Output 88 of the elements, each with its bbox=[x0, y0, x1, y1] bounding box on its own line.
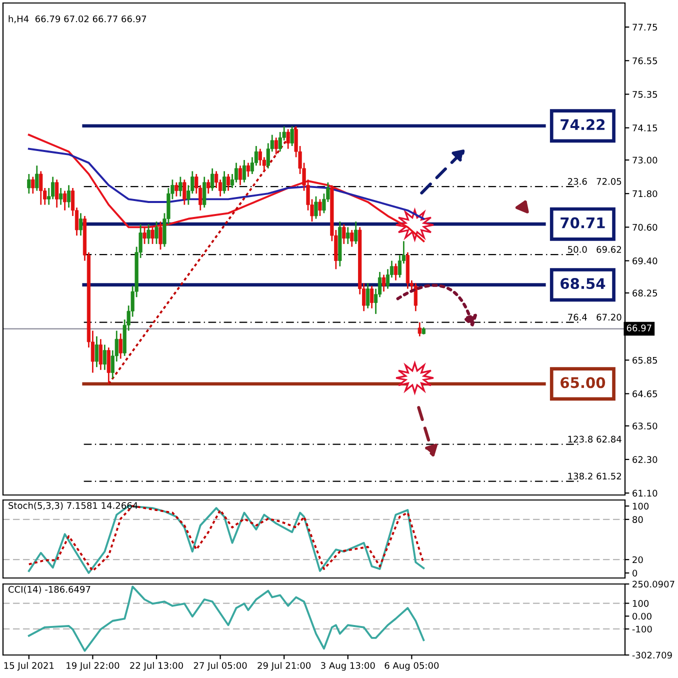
x-tick-label: 27 Jul 05:00 bbox=[194, 662, 247, 671]
y-tick-label: 73.00 bbox=[632, 156, 658, 164]
y-tick-label: 74.15 bbox=[632, 124, 657, 132]
x-tick-label: 3 Aug 13:00 bbox=[321, 662, 375, 671]
candlestick bbox=[318, 198, 322, 217]
text: h,H4 66.79 67.02 66.77 66.97 bbox=[8, 15, 146, 24]
y-tick-label: 65.85 bbox=[632, 356, 657, 364]
candlestick bbox=[59, 187, 63, 206]
candlestick bbox=[31, 176, 35, 194]
ref-line-label: 123.8 62.84 bbox=[568, 436, 622, 443]
y-tick-label: 62.30 bbox=[632, 456, 658, 464]
candlestick bbox=[94, 336, 99, 368]
ref-line-label: 138.2 61.52 bbox=[568, 472, 621, 480]
y-tick-label: 77.75 bbox=[632, 24, 657, 31]
x-tick-label: 6 Aug 05:00 bbox=[384, 662, 439, 671]
candlestick bbox=[150, 226, 154, 245]
candlestick bbox=[39, 170, 43, 206]
candlestick bbox=[106, 346, 110, 385]
x-tick-label: 19 Jul 22:00 bbox=[66, 662, 120, 671]
y-tick-label: 71.80 bbox=[632, 190, 658, 198]
y-tick-label: 20 bbox=[632, 556, 643, 564]
ref-line-label: 50.0 69.62 bbox=[568, 246, 621, 253]
y-tick-label: 64.65 bbox=[632, 390, 657, 398]
candlestick bbox=[354, 220, 358, 245]
chart-title: Stoch(5,3,3) 7.1581 14.2664 bbox=[8, 502, 138, 510]
y-tick-label: 250.0907 bbox=[632, 580, 674, 588]
candlestick bbox=[314, 196, 318, 220]
ref-line-label: 68.54 bbox=[560, 278, 606, 290]
candlestick bbox=[222, 170, 226, 194]
candlestick bbox=[290, 126, 294, 147]
candlestick bbox=[210, 168, 214, 192]
candlestick bbox=[35, 164, 39, 192]
candlestick bbox=[226, 173, 230, 192]
candlestick bbox=[274, 136, 278, 156]
y-tick-label: 100 bbox=[632, 502, 649, 510]
candlestick bbox=[182, 178, 186, 206]
annotation: 66.97 bbox=[626, 324, 652, 332]
x-tick-label: 22 Jul 13:00 bbox=[130, 662, 183, 671]
ref-line-label: 65.00 bbox=[560, 377, 606, 388]
y-tick-label: -302.709 bbox=[632, 652, 672, 659]
candlestick bbox=[118, 332, 122, 360]
candlestick bbox=[242, 159, 246, 184]
candlestick bbox=[102, 344, 106, 371]
candlestick bbox=[154, 220, 158, 245]
y-tick-label: 80 bbox=[632, 516, 643, 523]
candlestick bbox=[78, 212, 83, 236]
candlestick bbox=[62, 190, 67, 212]
candlestick bbox=[146, 224, 150, 245]
candlestick bbox=[382, 274, 386, 292]
chart-title: CCI(14) -186.6497 bbox=[8, 586, 90, 594]
candlestick bbox=[238, 164, 242, 186]
x-tick-label: 29 Jul 21:00 bbox=[258, 662, 311, 671]
y-tick-label: 68.25 bbox=[632, 290, 657, 296]
y-tick-label: 76.55 bbox=[632, 57, 657, 64]
candlestick bbox=[370, 285, 374, 310]
x-tick-label: 15 Jul 2021 bbox=[4, 662, 54, 671]
y-tick-label: -100 bbox=[632, 626, 652, 633]
y-tick-label: 70.60 bbox=[632, 224, 658, 231]
candlestick bbox=[342, 224, 346, 245]
ref-line-label: 74.22 bbox=[560, 119, 604, 130]
candlestick bbox=[66, 184, 71, 208]
ref-line-label: 70.71 bbox=[560, 217, 605, 228]
candlestick bbox=[27, 173, 31, 194]
candlestick bbox=[366, 282, 370, 310]
y-tick-label: 63.50 bbox=[632, 422, 658, 430]
candlestick bbox=[178, 176, 182, 198]
candlestick bbox=[174, 182, 178, 198]
candlestick bbox=[142, 226, 146, 245]
y-tick-label: 0 bbox=[632, 570, 638, 577]
y-tick-label: 75.35 bbox=[632, 90, 657, 98]
y-tick-label: 100 bbox=[632, 600, 649, 607]
candlestick bbox=[202, 176, 206, 208]
y-tick-label: 0.00 bbox=[632, 612, 652, 620]
candlestick bbox=[158, 220, 162, 250]
candlestick bbox=[414, 282, 418, 312]
candlestick bbox=[286, 128, 290, 150]
candlestick bbox=[346, 226, 350, 245]
candlestick bbox=[55, 178, 59, 208]
y-tick-label: 69.40 bbox=[632, 257, 658, 264]
candlestick bbox=[98, 338, 102, 371]
ref-line-label: 76.4 67.20 bbox=[568, 314, 622, 321]
candlestick bbox=[394, 262, 398, 282]
ref-line-label: 23.6 72.05 bbox=[568, 178, 622, 185]
candlestick bbox=[350, 229, 354, 248]
candlestick bbox=[418, 322, 422, 338]
candlestick bbox=[246, 162, 250, 178]
y-tick-label: 61.10 bbox=[632, 490, 658, 497]
candlestick bbox=[206, 178, 210, 194]
